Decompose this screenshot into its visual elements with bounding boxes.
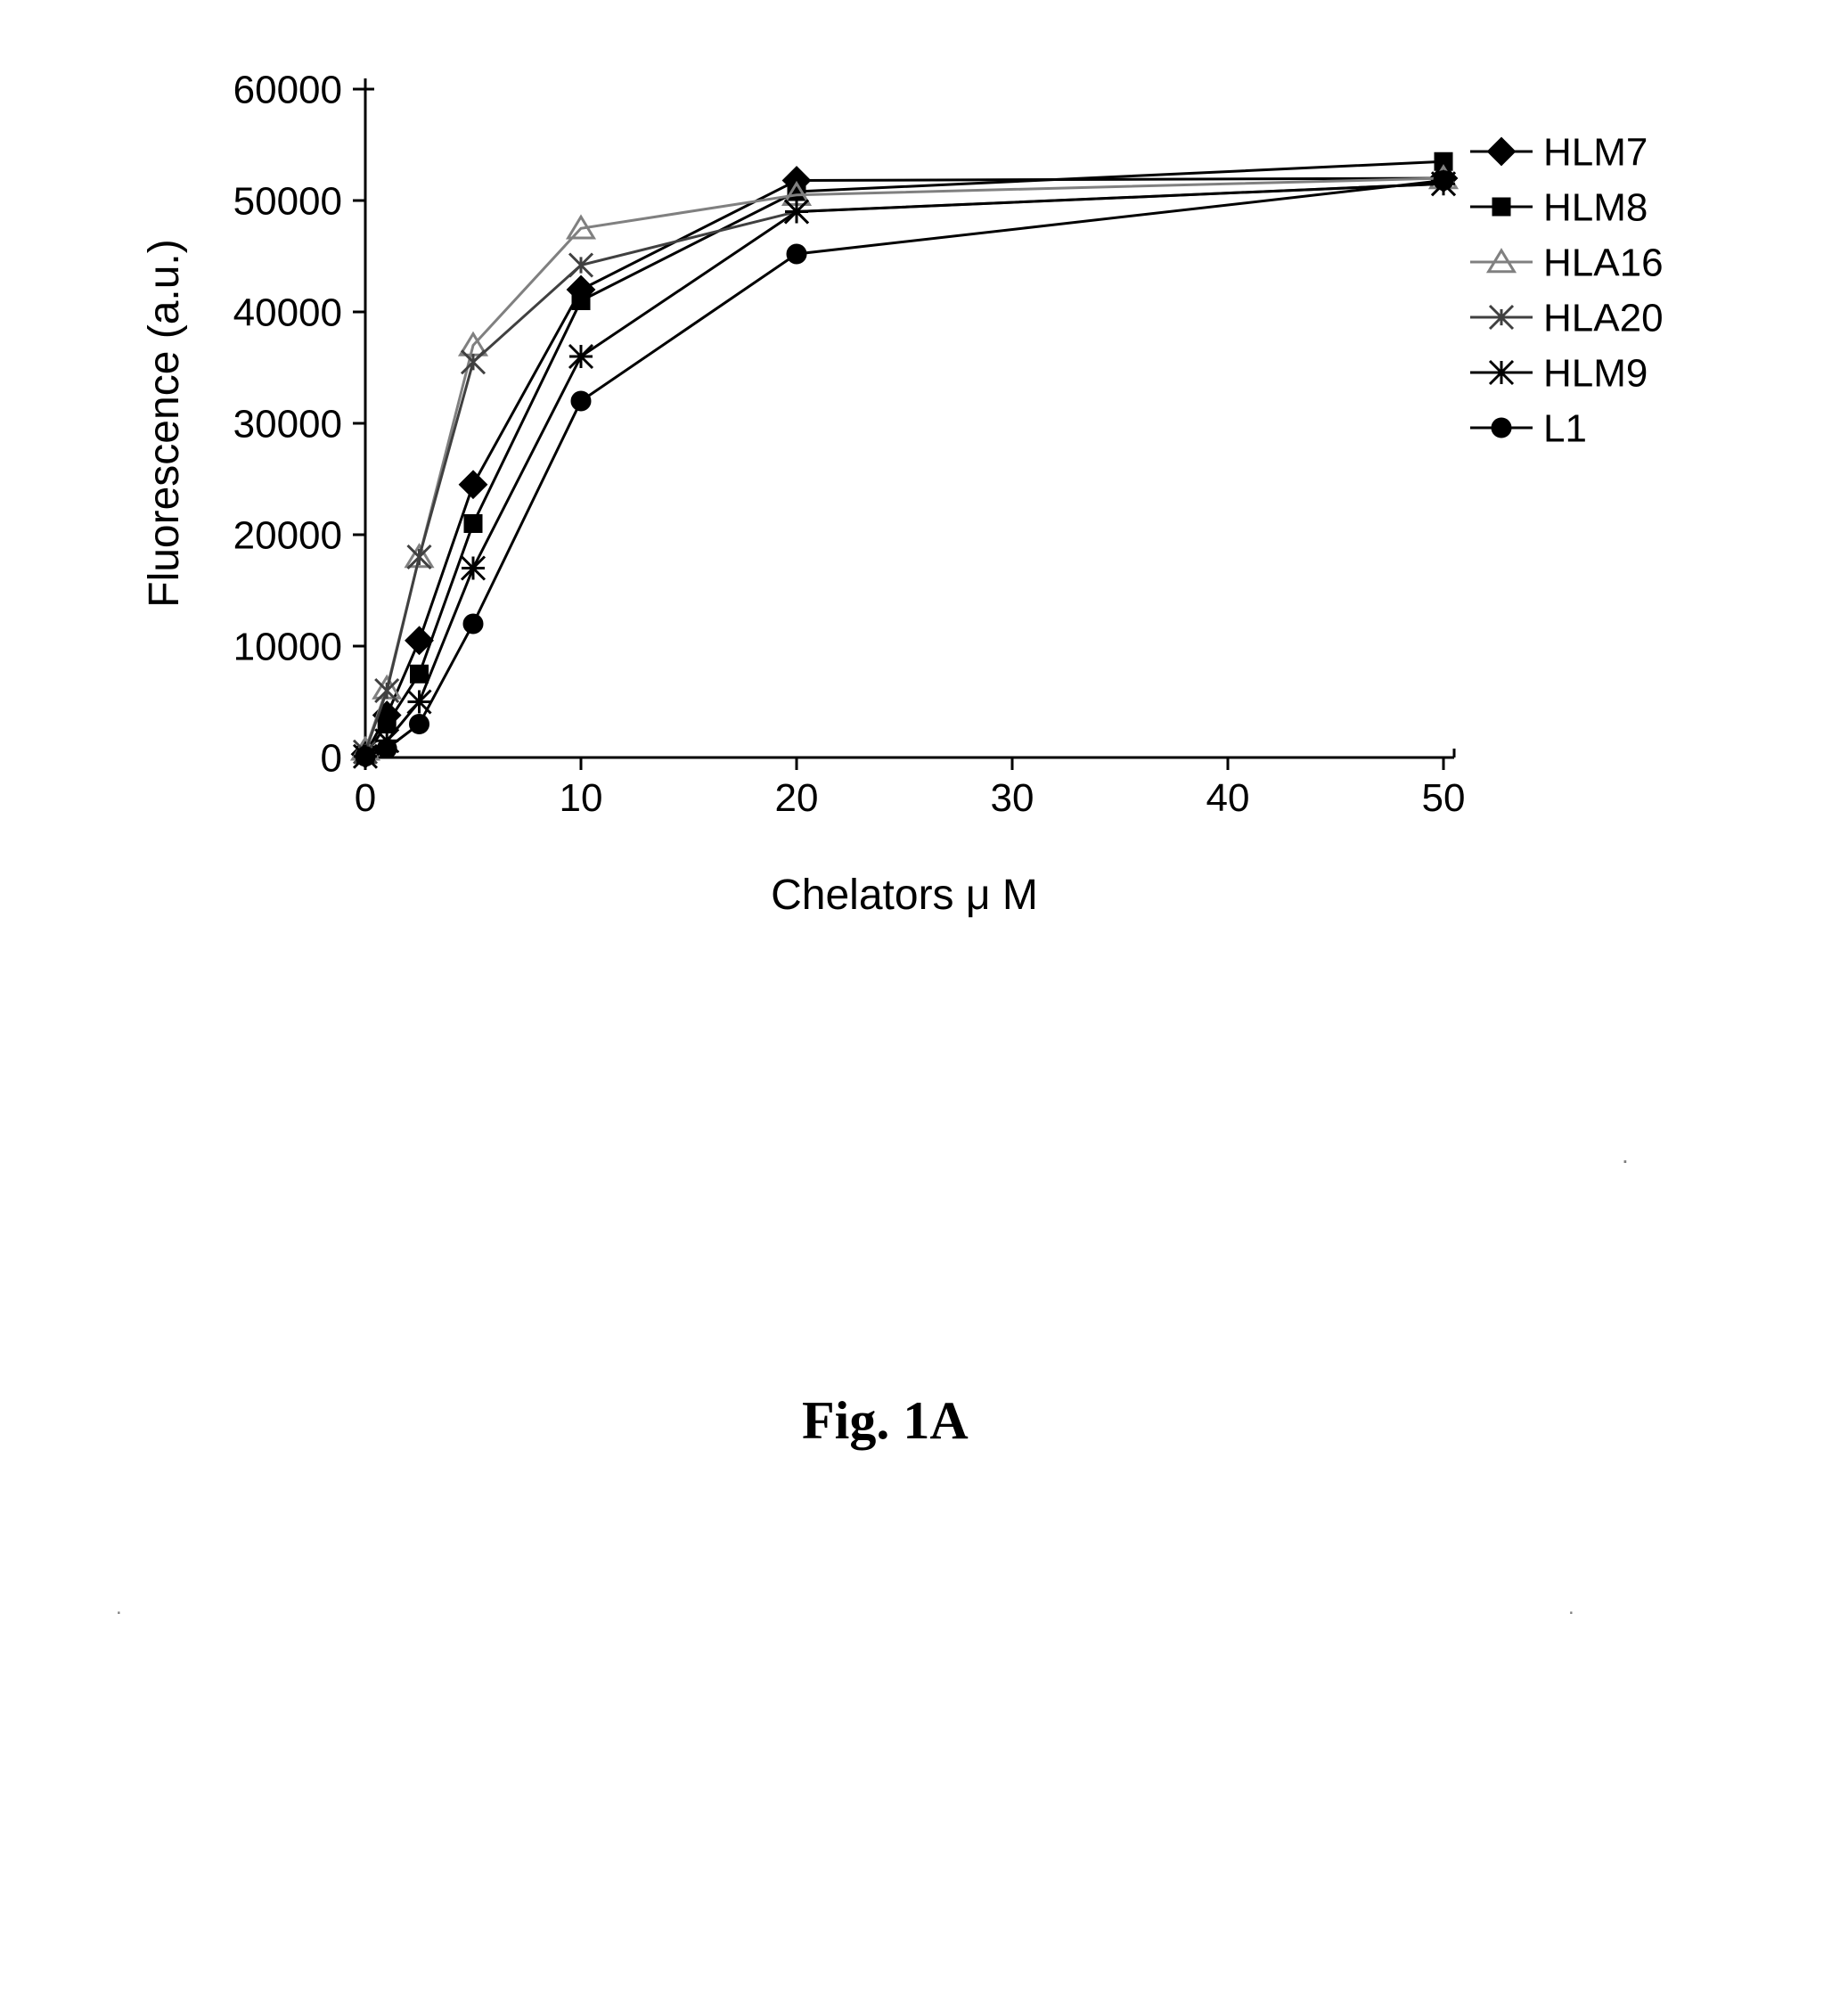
- figure-label: Fig. 1A: [802, 1390, 969, 1452]
- y-tick-label: 30000: [233, 402, 342, 446]
- chart-svg: 0 10000 20000 30000 40000 50000 60000 0 10 20 30 40…: [80, 62, 1764, 1025]
- x-tick-label: 30: [991, 776, 1034, 820]
- y-tick-label: 60000: [233, 68, 342, 111]
- stray-mark: .: [1568, 1595, 1574, 1620]
- fluorescence-vs-chelators-chart: 0 10000 20000 30000 40000 50000 60000 0 10 20 30 40…: [80, 62, 1764, 1025]
- y-tick-label: 10000: [233, 625, 342, 668]
- y-tick-label: 50000: [233, 179, 342, 223]
- y-axis-label: Fluorescence (a.u.): [141, 239, 188, 608]
- y-tick-label: 0: [321, 736, 342, 780]
- legend-label: HLA16: [1543, 241, 1664, 284]
- x-tick-label: 10: [560, 776, 603, 820]
- x-tick-label: 20: [775, 776, 819, 820]
- x-tick-label: 0: [355, 776, 376, 820]
- legend-label: HLM7: [1543, 130, 1648, 174]
- x-axis-label: Chelators μ M: [771, 872, 1038, 919]
- legend-label: HLA20: [1543, 296, 1664, 340]
- y-tick-label: 40000: [233, 291, 342, 334]
- stray-mark: .: [116, 1595, 122, 1620]
- legend-label: HLM9: [1543, 351, 1648, 395]
- stray-mark: .: [1622, 1141, 1629, 1169]
- legend-label: HLM8: [1543, 185, 1648, 229]
- y-tick-label: 20000: [233, 513, 342, 557]
- x-tick-label: 40: [1206, 776, 1250, 820]
- x-tick-label: 50: [1422, 776, 1466, 820]
- page: 0 10000 20000 30000 40000 50000 60000 0 10 20 30 40…: [0, 0, 1848, 1990]
- legend-label: L1: [1543, 406, 1587, 450]
